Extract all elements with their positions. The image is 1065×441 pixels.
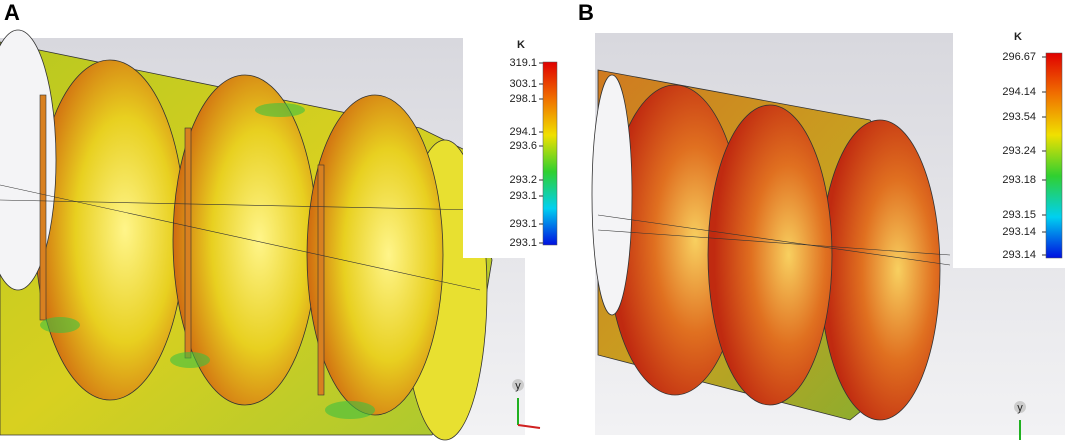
scale-label: 293.18 — [1002, 174, 1036, 186]
scale-label: 298.1 — [509, 93, 537, 105]
panel-letter: A — [4, 0, 20, 25]
colorbar-b — [1045, 52, 1063, 259]
scale-label: 293.24 — [1002, 145, 1036, 157]
scale-label: 303.1 — [509, 78, 537, 90]
scale-label: 293.14 — [1002, 226, 1036, 238]
colorbar-a — [542, 61, 558, 246]
axis-triad-b — [1014, 401, 1026, 440]
scale-label: 293.15 — [1002, 209, 1036, 221]
scale-label: 293.6 — [509, 140, 537, 152]
unit-label: K — [517, 39, 525, 51]
scale-label: 293.14 — [1002, 249, 1036, 261]
scale-label: 293.1 — [509, 218, 537, 230]
panel-letter: B — [578, 0, 594, 25]
scale-label: 293.1 — [509, 190, 537, 202]
scale-label: 293.2 — [509, 174, 537, 186]
scale-label: 294.14 — [1002, 86, 1036, 98]
scale-label: 296.67 — [1002, 51, 1036, 63]
axis-label: y — [1017, 402, 1023, 414]
unit-label: K — [1014, 31, 1022, 43]
scale-label: 294.1 — [509, 126, 537, 138]
scale-label: 293.1 — [509, 237, 537, 249]
scale-label: 293.54 — [1002, 111, 1036, 123]
axis-label: y — [515, 380, 521, 392]
render-a — [0, 29, 525, 441]
scale-label: 319.1 — [509, 57, 537, 69]
axis-triad-a — [512, 379, 541, 429]
